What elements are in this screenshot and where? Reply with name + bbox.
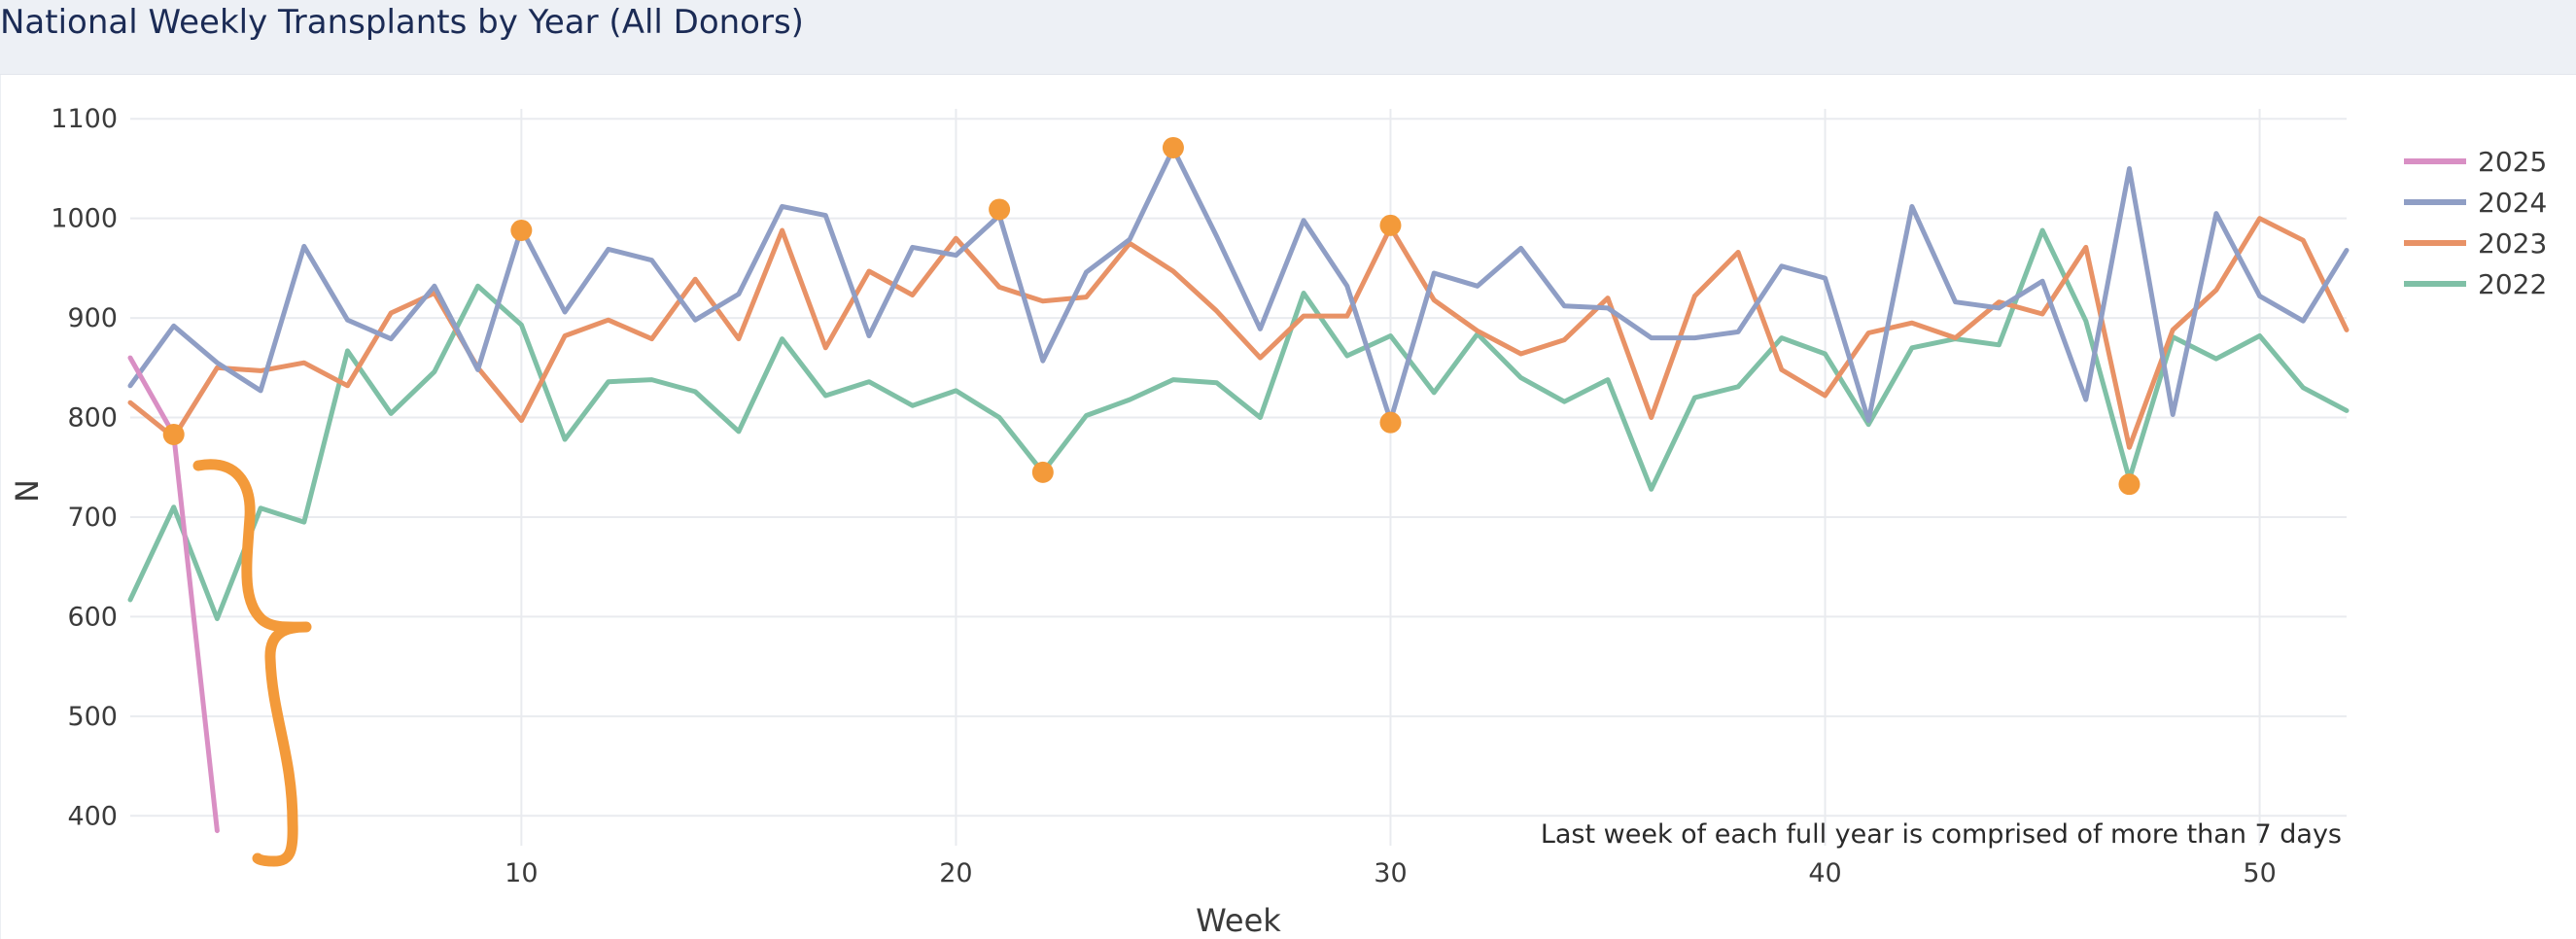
highlight-point (1031, 461, 1054, 483)
y-tick-label: 700 (67, 503, 118, 533)
series-line-2023 (127, 216, 2350, 450)
highlight-point (1162, 136, 1184, 158)
highlight-point (1379, 214, 1402, 236)
highlight-point (1379, 411, 1402, 434)
y-tick-label: 800 (67, 403, 118, 434)
x-tick-labels: 10 20 30 40 50 (505, 858, 2277, 888)
legend-label-2022: 2022 (2478, 268, 2547, 300)
y-tick-labels: 400 500 600 700 800 900 1000 1100 (51, 104, 118, 831)
x-tick-label: 50 (2243, 858, 2276, 888)
chart-panel: 400 500 600 700 800 900 1000 1100 10 20 30 40 50 N … (0, 75, 2576, 939)
y-axis-title: N (9, 479, 46, 503)
highlight-point (510, 219, 533, 241)
y-tick-label: 1000 (51, 204, 118, 234)
x-tick-label: 40 (1808, 858, 1841, 888)
series-layer (127, 146, 2350, 834)
legend-label-2023: 2023 (2478, 227, 2547, 260)
x-tick-label: 20 (939, 858, 972, 888)
legend-label-2024: 2024 (2478, 187, 2547, 219)
y-tick-label: 900 (67, 303, 118, 333)
series-line-2022 (127, 227, 2350, 621)
x-tick-label: 30 (1374, 858, 1407, 888)
y-tick-label: 600 (67, 602, 118, 632)
legend: 2025 2024 2023 2022 (2404, 146, 2547, 300)
highlight-point (2118, 473, 2141, 496)
chart-note: Last week of each full year is comprised… (1541, 819, 2342, 850)
y-tick-label: 500 (67, 702, 118, 732)
highlight-point (162, 423, 185, 445)
series-line-2024 (127, 146, 2350, 424)
title-bar: National Weekly Transplants by Year (All… (0, 0, 2576, 75)
grid-layer (130, 109, 2347, 846)
y-tick-label: 1100 (51, 104, 118, 134)
brace-annotation (192, 459, 312, 867)
y-tick-label: 400 (67, 801, 118, 831)
x-tick-label: 10 (505, 858, 538, 888)
page-title: National Weekly Transplants by Year (All… (0, 3, 804, 42)
highlight-point (989, 198, 1011, 221)
highlight-layer (162, 136, 2141, 496)
legend-label-2025: 2025 (2478, 146, 2547, 178)
x-axis-title: Week (1196, 902, 1281, 939)
